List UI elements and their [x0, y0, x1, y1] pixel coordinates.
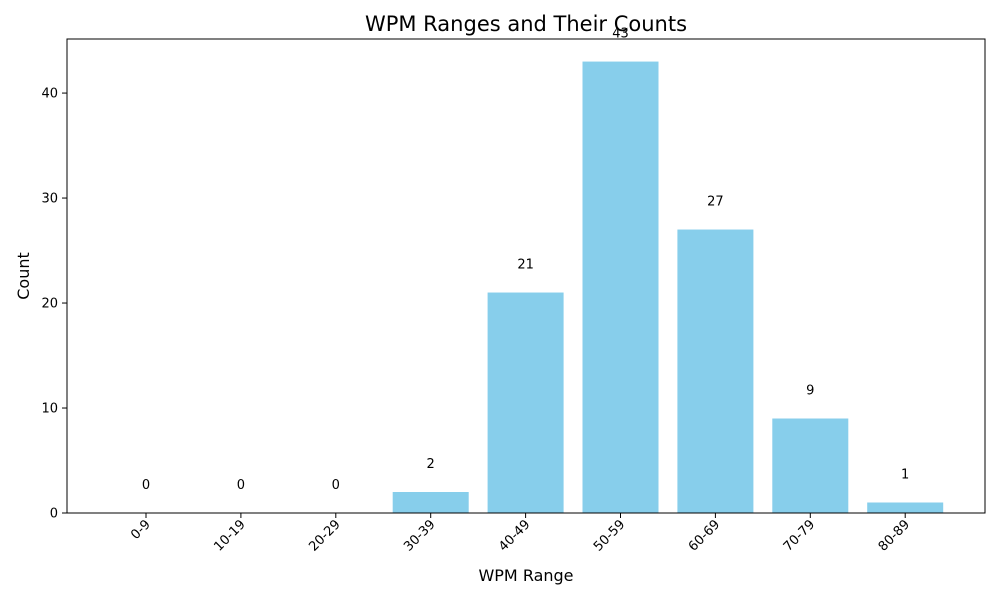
y-tick-label: 30 — [41, 192, 58, 207]
x-tick-label-0-9: 0-9 — [128, 517, 154, 543]
bar-80-89 — [867, 502, 944, 513]
data-label-60-69: 27 — [707, 195, 724, 210]
bar-30-39 — [392, 492, 469, 513]
x-tick-label-20-29: 20-29 — [306, 517, 343, 554]
x-tick-label-30-39: 30-39 — [401, 517, 438, 554]
data-label-80-89: 1 — [901, 468, 909, 483]
y-axis: 0 10 20 30 40 — [41, 87, 67, 522]
data-label-70-79: 9 — [806, 384, 814, 399]
data-label-40-49: 21 — [517, 258, 534, 273]
x-axis-label: WPM Range — [478, 566, 573, 585]
y-tick-label: 40 — [41, 87, 58, 102]
x-tick-label-50-59: 50-59 — [591, 517, 628, 554]
x-tick-label-40-49: 40-49 — [496, 517, 533, 554]
data-label-50-59: 43 — [612, 27, 629, 42]
data-label-10-19: 0 — [237, 478, 245, 493]
chart-title: WPM Ranges and Their Counts — [365, 12, 687, 36]
x-tick-label-10-19: 10-19 — [211, 517, 248, 554]
data-label-20-29: 0 — [332, 478, 340, 493]
y-axis-label: Count — [14, 252, 33, 300]
bar-50-59 — [582, 61, 659, 513]
data-labels-group: 0 0 0 2 21 43 27 9 1 — [142, 27, 909, 493]
plot-frame — [66, 38, 986, 514]
y-tick-label: 10 — [41, 402, 58, 417]
x-tick-label-70-79: 70-79 — [781, 517, 818, 554]
bar-40-49 — [487, 292, 564, 513]
bar-70-79 — [772, 418, 849, 513]
x-axis: 0-9 10-19 20-29 30-39 40-49 50-59 60-69 70-79 80… — [128, 513, 913, 555]
x-tick-label-60-69: 60-69 — [686, 517, 723, 554]
y-tick-label: 0 — [50, 507, 58, 522]
bars-group — [392, 61, 944, 514]
data-label-30-39: 2 — [427, 457, 435, 472]
y-tick-label: 20 — [41, 297, 58, 312]
bar-60-69 — [677, 229, 754, 514]
x-tick-label-80-89: 80-89 — [876, 517, 913, 554]
data-label-0-9: 0 — [142, 478, 150, 493]
